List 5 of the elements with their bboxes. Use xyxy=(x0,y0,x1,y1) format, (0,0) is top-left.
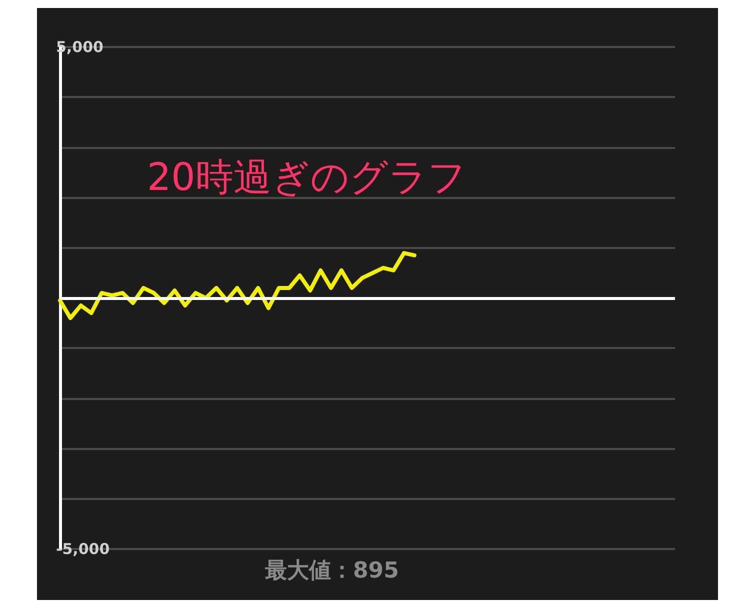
text: 最大値：895 xyxy=(264,558,399,584)
y-tick-label: -5,000 xyxy=(56,540,110,558)
y-tick-label: 5,000 xyxy=(56,38,104,56)
text: 20時過ぎのグラフ xyxy=(147,155,466,199)
line-series xyxy=(58,251,416,320)
